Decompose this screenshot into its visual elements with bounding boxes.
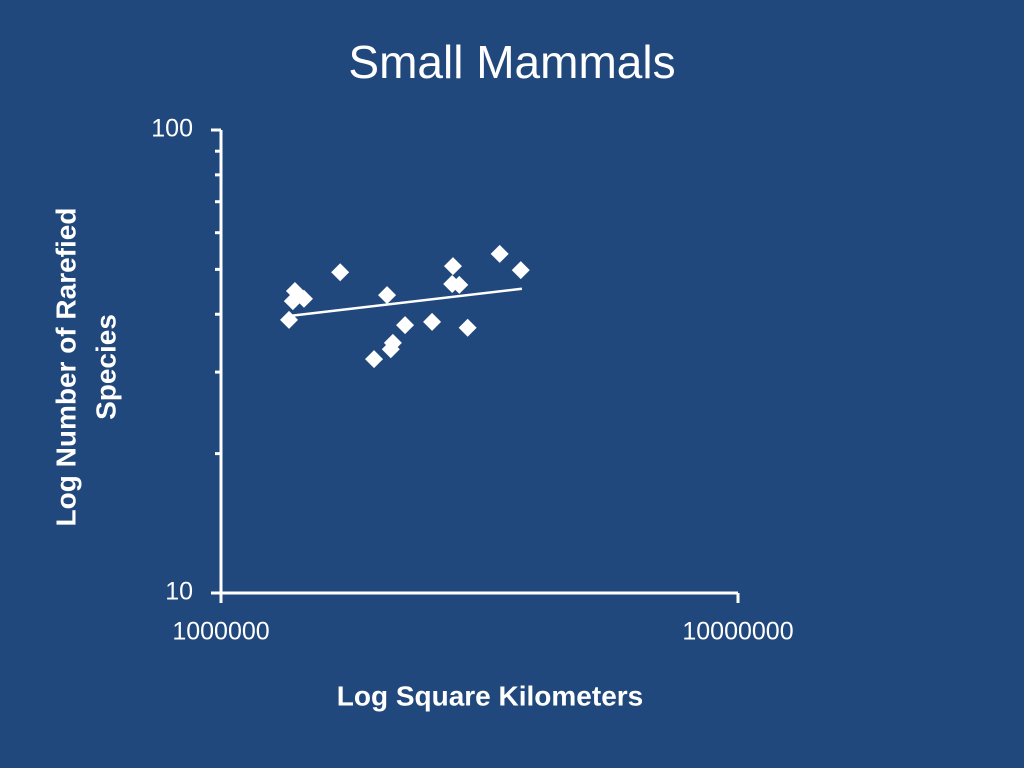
point bbox=[396, 316, 415, 335]
point bbox=[450, 275, 469, 294]
x-axis-label: Log Square Kilometers bbox=[337, 680, 644, 711]
point bbox=[331, 263, 350, 282]
x-tick-label: 1000000 bbox=[172, 618, 269, 646]
point bbox=[280, 310, 299, 329]
point bbox=[365, 350, 384, 369]
point bbox=[294, 289, 313, 308]
point bbox=[443, 257, 462, 276]
y-tick-label: 100 bbox=[151, 115, 193, 143]
y-tick-label: 10 bbox=[165, 578, 193, 606]
chart-title: Small Mammals bbox=[348, 36, 675, 88]
point bbox=[423, 312, 442, 331]
point bbox=[378, 286, 397, 305]
point bbox=[458, 318, 477, 337]
y-axis-label: Log Number of Rarefied bbox=[50, 208, 81, 527]
x-tick-label: 10000000 bbox=[682, 618, 793, 646]
point bbox=[490, 244, 509, 263]
y-axis-label: Species bbox=[90, 314, 121, 420]
trendline bbox=[286, 287, 523, 318]
point bbox=[383, 333, 402, 352]
point bbox=[511, 261, 530, 280]
